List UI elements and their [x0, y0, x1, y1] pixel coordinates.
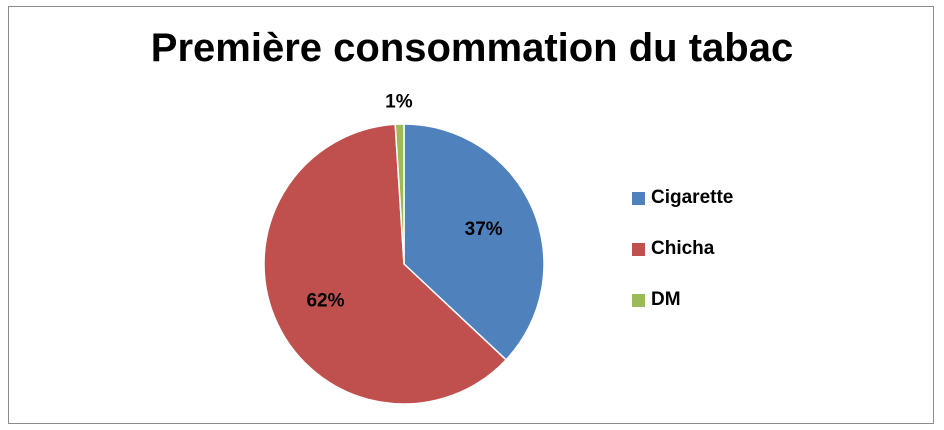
legend-swatch-chicha: [632, 242, 645, 256]
legend-item-cigarette: Cigarette: [632, 187, 734, 208]
legend-item-dm: DM: [632, 289, 733, 310]
pie-slice-dm: [394, 123, 405, 265]
data-label-cigarette: 37%: [465, 219, 503, 240]
data-label-chicha: 62%: [306, 290, 344, 311]
data-label-dm: 1%: [385, 92, 413, 113]
legend-swatch-dm: [632, 293, 645, 307]
legend-label-cigarette: Cigarette: [651, 187, 734, 208]
legend-item-chicha: Chicha: [632, 238, 733, 259]
pie-slice-cigarette: [403, 123, 545, 361]
pie-slice-chicha: [263, 123, 508, 405]
chart-title: Première consommation du tabac: [150, 26, 794, 70]
legend-label-chicha: Chicha: [651, 238, 715, 259]
legend-label-dm: DM: [651, 289, 681, 310]
legend-swatch-cigarette: [632, 191, 645, 205]
legend: Cigarette Chicha DM: [632, 187, 734, 341]
